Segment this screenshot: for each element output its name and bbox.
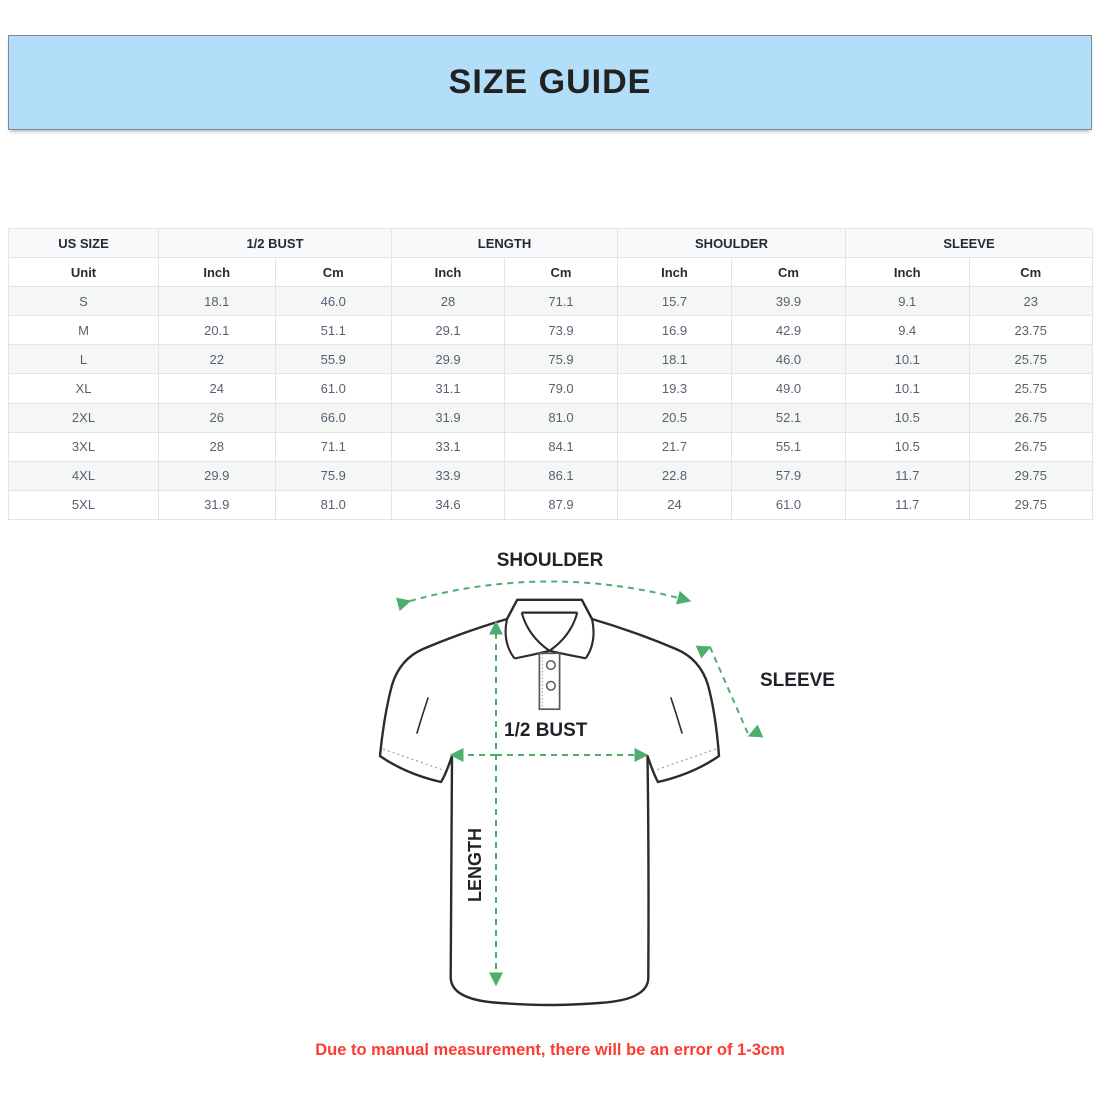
svg-text:SHOULDER: SHOULDER bbox=[497, 550, 604, 571]
svg-text:1/2 BUST: 1/2 BUST bbox=[504, 720, 588, 741]
svg-text:LENGTH: LENGTH bbox=[465, 828, 485, 902]
svg-text:SLEEVE: SLEEVE bbox=[760, 670, 835, 691]
